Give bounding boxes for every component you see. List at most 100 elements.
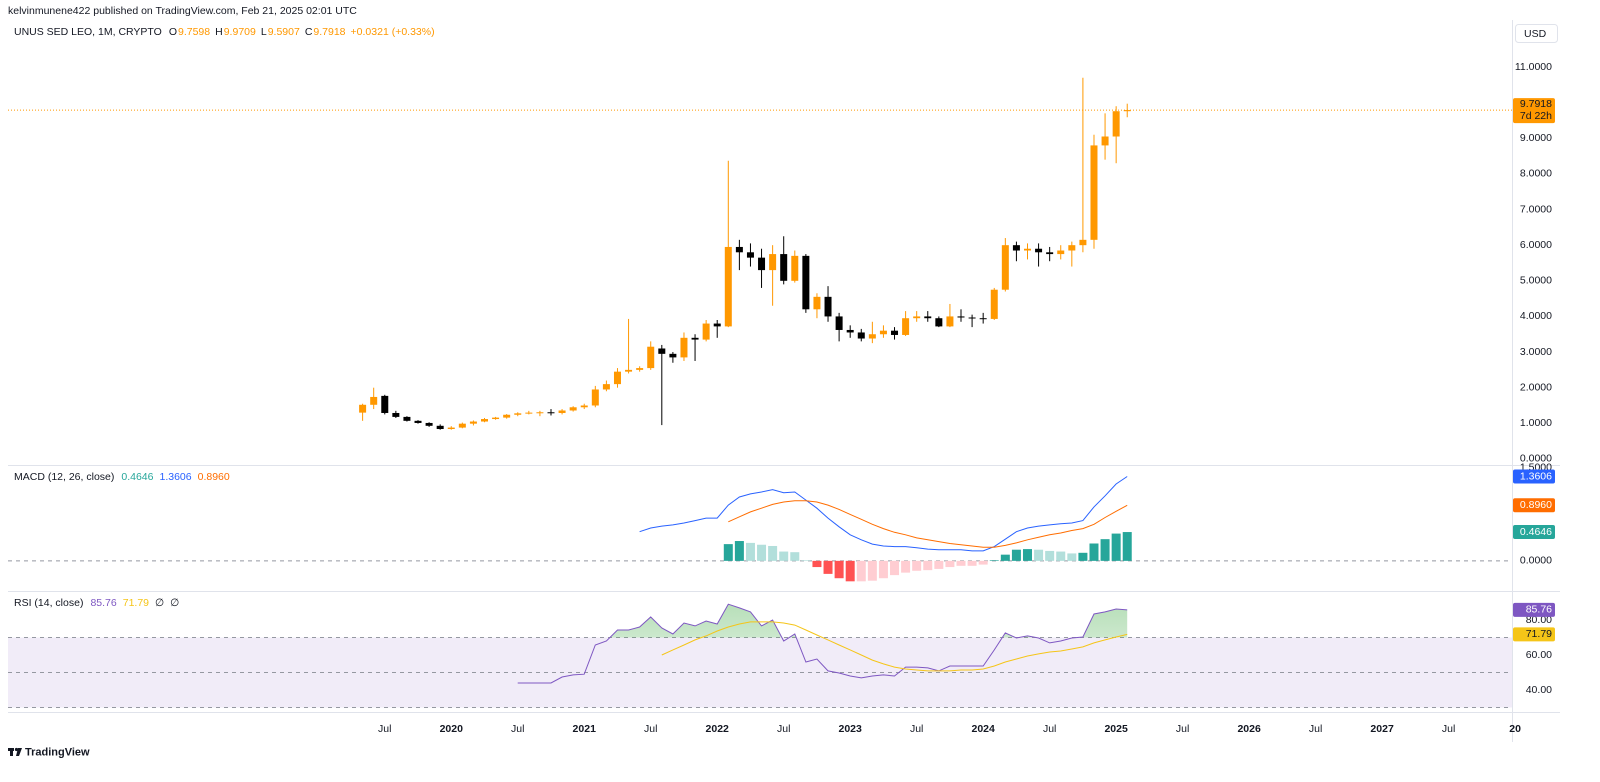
candle-body: [879, 330, 887, 335]
candle-body: [1023, 248, 1031, 251]
legend-item: ∅: [155, 597, 164, 609]
legend-item: UNUS SED LEO, 1M, CRYPTO: [14, 26, 162, 38]
x-tick-label: 2026: [1237, 723, 1261, 735]
histogram-bar: [1111, 533, 1121, 561]
histogram-bar: [1056, 551, 1066, 561]
pane-legend: MACD (12, 26, close) 0.4646 1.3606 0.8960: [14, 471, 230, 483]
candle-body: [1123, 110, 1131, 112]
candle-body: [591, 389, 599, 406]
plot-area: [8, 77, 1512, 708]
candle-body: [724, 246, 732, 327]
candle-body: [1090, 145, 1098, 240]
candle-body: [370, 396, 378, 405]
candle-body: [536, 412, 544, 414]
x-tick-label: Jul: [1176, 723, 1189, 735]
candle-body: [658, 348, 666, 354]
candle-body: [791, 255, 799, 281]
candle-body: [647, 346, 655, 369]
candle-body: [359, 404, 367, 413]
histogram-bar: [967, 560, 977, 566]
x-tick-label: 2021: [573, 723, 597, 735]
legend-item: 0.4646: [121, 471, 153, 483]
histogram-bar: [845, 560, 855, 582]
candle-body: [414, 420, 422, 423]
histogram-bar: [1100, 539, 1110, 561]
currency-button[interactable]: [1515, 24, 1558, 43]
histogram-bar: [779, 551, 789, 561]
histogram-bar: [1067, 553, 1077, 561]
histogram-bar: [1089, 543, 1099, 561]
legend-item: MACD (12, 26, close): [14, 471, 114, 483]
x-tick-label: Jul: [910, 723, 923, 735]
histogram-bar: [734, 541, 744, 561]
histogram-bar: [745, 542, 755, 561]
signal-line: [728, 500, 1128, 548]
y-tick-label: 7.0000: [1520, 203, 1552, 215]
candle-body: [602, 384, 610, 390]
candle-body: [824, 296, 832, 317]
candle-body: [857, 332, 865, 339]
candle-body: [569, 407, 577, 411]
last-price-tag: 9.7918: [1520, 98, 1552, 110]
histogram-value-tag: 0.4646: [1520, 526, 1552, 538]
legend-item: 9.9709: [224, 26, 256, 38]
y-tick-label: 11.0000: [1515, 61, 1552, 73]
published-note: kelvinmunene422 published on TradingView…: [8, 5, 357, 17]
histogram-bar: [1045, 550, 1055, 561]
candle-body: [613, 371, 621, 385]
candle-body: [481, 419, 489, 422]
candle-body: [1068, 245, 1076, 251]
x-tick-label: 2027: [1370, 723, 1394, 735]
histogram-bar: [768, 545, 778, 561]
candle-body: [525, 412, 533, 414]
signal-value-tag: 0.8960: [1520, 499, 1552, 511]
histogram-bar: [834, 560, 844, 579]
candle-body: [503, 414, 511, 418]
rsi-overbought-area: [609, 604, 1128, 638]
legend-item: H: [215, 26, 223, 38]
candle-body: [913, 316, 921, 319]
y-tick-label: 0.0000: [1520, 555, 1552, 567]
candle-body: [1057, 250, 1065, 255]
legend-item: ∅: [170, 597, 179, 609]
x-tick-label: Jul: [777, 723, 790, 735]
candle-body: [1012, 245, 1020, 251]
histogram-bar: [790, 552, 800, 561]
rsi-value-tag-bg: [1513, 602, 1555, 617]
x-tick-label: 2025: [1104, 723, 1128, 735]
currency-label: USD: [1524, 28, 1547, 40]
rsi-value-tag: 85.76: [1526, 604, 1552, 616]
candle-body: [990, 289, 998, 319]
legend-item: +0.0321 (+0.33%): [351, 26, 435, 38]
y-tick-label: 8.0000: [1520, 168, 1552, 180]
macd-line: [639, 476, 1128, 552]
candle-body: [547, 412, 555, 414]
candle-body: [968, 317, 976, 319]
candle-body: [436, 425, 444, 430]
candle-body: [1046, 252, 1054, 255]
candle-body: [392, 412, 400, 417]
legend-item: L: [261, 26, 267, 38]
candle-body: [702, 323, 710, 340]
y-tick-label: 9.0000: [1520, 132, 1552, 144]
legend-item: 0.8960: [198, 471, 230, 483]
candle-body: [846, 329, 854, 333]
legend-item: 9.7918: [313, 26, 345, 38]
legend-item: RSI (14, close): [14, 597, 83, 609]
rsi-line: [517, 603, 1128, 684]
y-tick-label: 2.0000: [1520, 381, 1552, 393]
histogram-bar: [945, 560, 955, 568]
histogram-bar: [956, 560, 966, 566]
histogram-bar: [989, 560, 999, 561]
histogram-bar: [1011, 549, 1021, 561]
y-tick-label: 4.0000: [1520, 310, 1552, 322]
histogram-bar: [1122, 532, 1132, 561]
rsi-ma-value-tag-bg: [1513, 627, 1555, 642]
legend-item: 1.3606: [160, 471, 192, 483]
candle-body: [381, 395, 389, 413]
x-tick-label: Jul: [644, 723, 657, 735]
x-tick-label: Jul: [1043, 723, 1056, 735]
brand-logo: [8, 747, 22, 756]
candle-body: [813, 296, 821, 310]
axis-overlay: 0.0000 1.0000 2.0000 3.0000 4.0000 5.0000 6.00…: [1513, 61, 1555, 696]
